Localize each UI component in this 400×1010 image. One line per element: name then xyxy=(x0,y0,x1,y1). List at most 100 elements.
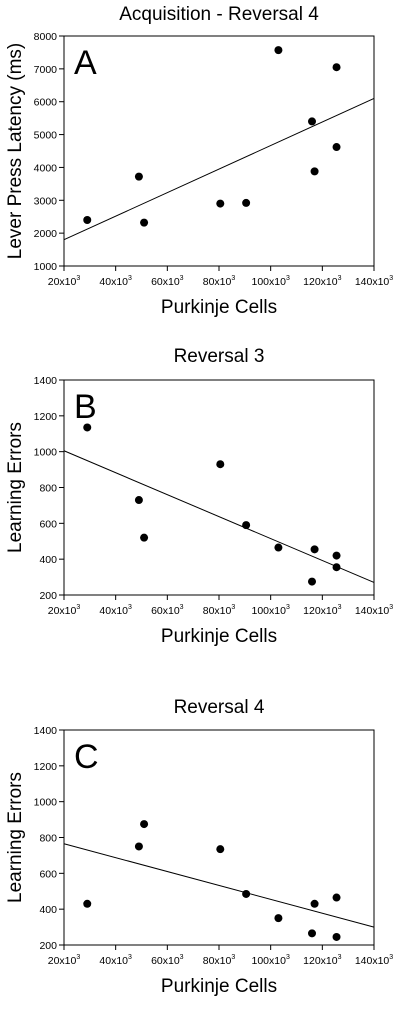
data-point xyxy=(140,820,149,829)
x-tick-label: 60x103 xyxy=(151,275,184,288)
data-point xyxy=(140,218,149,227)
data-point xyxy=(308,577,316,586)
x-tick-base: 100x10 xyxy=(251,276,286,288)
x-tick-exponent: 3 xyxy=(286,954,290,961)
x-tick-exponent: 3 xyxy=(286,275,290,282)
plot-frame xyxy=(63,35,375,267)
y-tick-label: 600 xyxy=(39,518,57,530)
data-point xyxy=(83,899,92,908)
x-tick-label: 40x103 xyxy=(99,275,132,288)
x-tick-label: 60x103 xyxy=(151,604,184,617)
x-tick-exponent: 3 xyxy=(338,954,342,961)
x-tick-label: 20x103 xyxy=(48,954,81,967)
data-point xyxy=(83,216,92,224)
plot-frame xyxy=(63,729,375,946)
data-point xyxy=(140,533,149,542)
y-tick-label: 800 xyxy=(39,483,57,495)
data-point xyxy=(308,929,316,938)
x-tick-label: 100x103 xyxy=(251,954,289,967)
y-tick-label: 800 xyxy=(39,833,57,845)
x-tick-exponent: 3 xyxy=(231,954,235,961)
x-tick-label: 100x103 xyxy=(251,604,289,617)
x-tick-label: 40x103 xyxy=(99,604,132,617)
x-tick-base: 100x10 xyxy=(251,955,286,967)
x-tick-label: 60x103 xyxy=(151,954,184,967)
y-tick-label: 7000 xyxy=(34,64,58,76)
x-tick-base: 140x10 xyxy=(355,605,390,617)
regression-line xyxy=(63,843,375,928)
x-axis-label: Purkinje Cells xyxy=(161,626,277,647)
x-tick-exponent: 3 xyxy=(180,954,184,961)
x-tick-exponent: 3 xyxy=(231,275,235,282)
data-point xyxy=(310,167,319,176)
x-tick-label: 80x103 xyxy=(203,954,236,967)
x-axis-label: Purkinje Cells xyxy=(161,297,277,318)
x-tick-base: 40x10 xyxy=(99,955,128,967)
x-tick-exponent: 3 xyxy=(76,954,80,961)
x-tick-label: 120x103 xyxy=(303,604,341,617)
x-tick-base: 140x10 xyxy=(355,276,390,288)
data-point xyxy=(216,199,225,208)
data-point xyxy=(332,932,341,941)
x-tick-base: 20x10 xyxy=(48,955,77,967)
chart-title: Acquisition - Reversal 4 xyxy=(119,4,319,25)
data-point xyxy=(308,117,316,126)
y-tick-label: 1200 xyxy=(34,761,58,773)
x-tick-exponent: 3 xyxy=(76,604,80,611)
x-tick-base: 120x10 xyxy=(303,276,338,288)
data-point xyxy=(134,496,143,505)
x-tick-label: 120x103 xyxy=(303,275,341,288)
x-tick-label: 100x103 xyxy=(251,275,289,288)
x-tick-base: 140x10 xyxy=(355,955,390,967)
x-tick-base: 80x10 xyxy=(203,605,232,617)
x-tick-exponent: 3 xyxy=(389,604,393,611)
y-axis-label: Lever Press Latency (ms) xyxy=(5,43,26,259)
data-point xyxy=(216,845,225,854)
data-point xyxy=(242,521,251,530)
chart-title: Reversal 3 xyxy=(174,346,265,367)
x-tick-label: 140x103 xyxy=(355,275,393,288)
y-tick-label: 3000 xyxy=(34,195,58,207)
regression-line xyxy=(63,97,375,241)
y-tick-label: 400 xyxy=(39,904,57,916)
chart-panel-c: Reversal 420040060080010001200140020x103… xyxy=(5,697,393,997)
y-tick-label: 1000 xyxy=(34,261,58,273)
x-tick-exponent: 3 xyxy=(76,275,80,282)
y-tick-label: 8000 xyxy=(34,31,58,43)
y-tick-label: 1400 xyxy=(34,725,58,737)
x-tick-exponent: 3 xyxy=(338,604,342,611)
x-tick-base: 100x10 xyxy=(251,605,286,617)
data-point xyxy=(83,423,92,432)
x-tick-base: 20x10 xyxy=(48,605,77,617)
panel-label: C xyxy=(74,738,99,776)
y-tick-label: 2000 xyxy=(34,228,58,240)
x-axis-label: Purkinje Cells xyxy=(161,976,277,997)
x-tick-exponent: 3 xyxy=(231,604,235,611)
data-point xyxy=(242,889,251,898)
data-point xyxy=(216,460,225,469)
y-tick-label: 5000 xyxy=(34,130,58,142)
x-tick-label: 120x103 xyxy=(303,954,341,967)
chart-panel-b: Reversal 320040060080010001200140020x103… xyxy=(5,346,393,647)
data-point xyxy=(310,545,319,554)
x-tick-base: 120x10 xyxy=(303,605,338,617)
y-tick-label: 6000 xyxy=(34,97,58,109)
x-tick-base: 60x10 xyxy=(151,605,180,617)
data-point xyxy=(332,63,341,72)
x-tick-label: 140x103 xyxy=(355,604,393,617)
x-tick-exponent: 3 xyxy=(128,604,132,611)
panel-label: B xyxy=(74,388,97,426)
data-point xyxy=(332,563,341,572)
regression-line xyxy=(63,450,375,583)
y-tick-label: 1200 xyxy=(34,411,58,423)
x-tick-label: 40x103 xyxy=(99,954,132,967)
x-tick-base: 60x10 xyxy=(151,276,180,288)
y-tick-label: 4000 xyxy=(34,162,58,174)
x-tick-base: 40x10 xyxy=(99,276,128,288)
x-tick-exponent: 3 xyxy=(338,275,342,282)
y-tick-label: 1000 xyxy=(34,447,58,459)
x-tick-base: 80x10 xyxy=(203,955,232,967)
x-tick-exponent: 3 xyxy=(389,275,393,282)
x-tick-label: 80x103 xyxy=(203,275,236,288)
